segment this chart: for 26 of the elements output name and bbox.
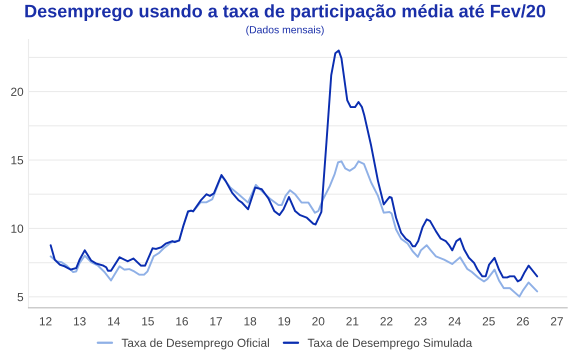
legend-label: Taxa de Desemprego Simulada bbox=[308, 338, 472, 350]
x-tick-label: 20 bbox=[312, 317, 324, 326]
line-series bbox=[50, 160, 538, 298]
legend-label: Taxa de Desemprego Oficial bbox=[122, 338, 269, 350]
x-tick-label: 18 bbox=[244, 317, 256, 326]
chart-title: Desemprego usando a taxa de participação média até Fev/20 bbox=[25, 4, 546, 22]
x-tick-label: 17 bbox=[210, 317, 222, 326]
x-tick-label: 14 bbox=[108, 317, 120, 326]
y-tick-label: 10 bbox=[11, 224, 24, 233]
x-tick-label: 27 bbox=[550, 317, 563, 326]
x-tick-label: 24 bbox=[448, 317, 461, 326]
line-series bbox=[50, 50, 538, 282]
x-tick-label: 26 bbox=[516, 317, 529, 326]
x-tick-label: 15 bbox=[142, 317, 154, 326]
x-tick-label: 19 bbox=[278, 317, 290, 326]
x-tick-label: 12 bbox=[40, 317, 52, 326]
y-tick-label: 20 bbox=[11, 88, 24, 96]
x-tick-label: 25 bbox=[482, 317, 495, 326]
x-tick-label: 22 bbox=[380, 317, 392, 326]
chart-subtitle: (Dados mensais) bbox=[246, 26, 324, 36]
x-tick-label: 13 bbox=[74, 317, 86, 326]
y-tick-label: 15 bbox=[11, 156, 24, 164]
x-tick-label: 23 bbox=[414, 317, 427, 326]
y-tick-label: 5 bbox=[18, 293, 24, 302]
x-tick-label: 21 bbox=[346, 317, 358, 326]
x-tick-label: 16 bbox=[176, 317, 188, 326]
